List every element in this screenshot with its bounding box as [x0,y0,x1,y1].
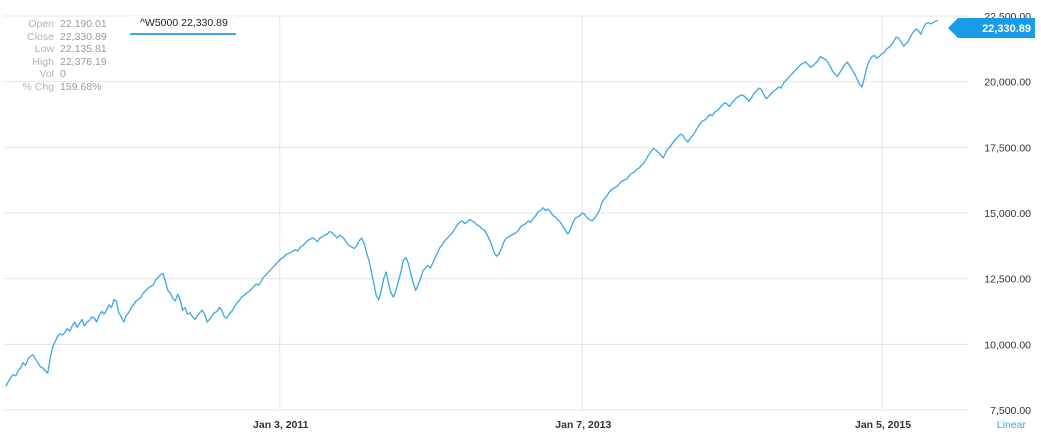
stat-value: 0 [60,68,66,81]
y-tick-label: 12,500.00 [984,274,1031,286]
scale-mode-label[interactable]: Linear [997,419,1027,431]
y-tick-label: 10,000.00 [984,339,1031,351]
stat-label: Low [34,43,54,56]
legend-label: ^W5000 22,330.89 [140,17,228,29]
y-tick-label: 20,000.00 [984,77,1031,89]
y-axis: 7,500.00 10,000.00 12,500.00 15,000.00 17,50… [984,11,1031,417]
ohlc-stats-panel: Open 22,190.01 Close 22,330.89 Low 22,135.8… [4,18,107,94]
stat-value: 22,330.89 [60,30,107,43]
stat-row-pct-change: % Chg 159.68% [4,81,107,94]
x-tick-label: Jan 7, 2013 [555,419,611,431]
legend-line-swatch [130,33,236,35]
stat-label: Open [28,18,54,30]
last-price-tag: 22,330.89 [948,18,1035,38]
stat-value: 159.68% [60,80,102,93]
stat-row-low: Low 22,135.81 [4,43,107,56]
stat-row-high: High 22,376.19 [4,55,107,69]
x-tick-label: Jan 3, 2011 [253,419,309,431]
stat-label: % Chg [22,80,54,93]
x-tick-label: Jan 5, 2015 [855,419,911,431]
stat-row-open: Open 22,190.01 [4,18,107,31]
stat-label: High [32,55,54,68]
series-line-w5000 [5,19,939,387]
last-price-tag-shape [948,18,1035,38]
series-legend[interactable]: ^W5000 22,330.89 [130,16,236,35]
stat-label: Vol [39,68,54,81]
stat-value: 22,376.19 [60,55,107,68]
y-tick-label: 17,500.00 [984,142,1031,154]
last-price-text: 22,330.89 [982,23,1031,35]
stat-label: Close [27,30,54,43]
x-axis: Jan 3, 2011 Jan 7, 2013 Jan 5, 2015 [253,419,911,431]
y-tick-label: 15,000.00 [984,208,1031,220]
grid-layer [4,15,968,411]
stat-row-close: Close 22,330.89 [4,31,107,44]
y-tick-label: 7,500.00 [990,405,1031,417]
stat-value: 22,190.01 [60,18,107,30]
stat-row-vol: Vol 0 [4,68,107,81]
stat-value: 22,135.81 [60,43,107,56]
